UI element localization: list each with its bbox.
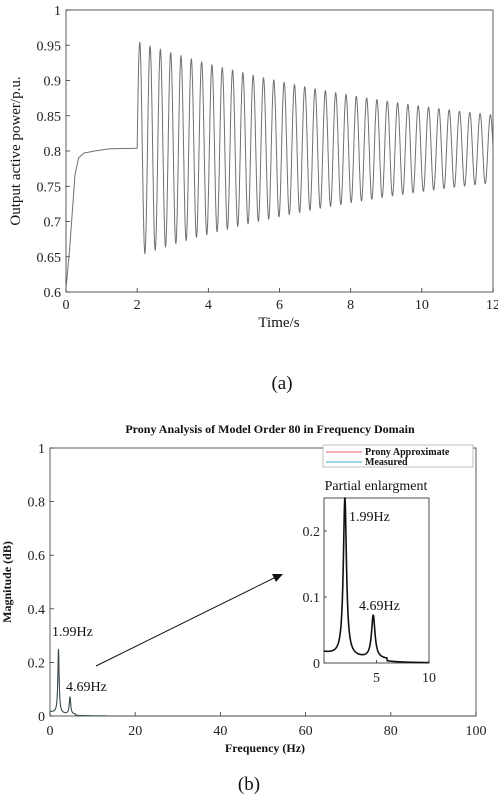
x-tick-label: 4: [205, 298, 212, 313]
inset-y-tick-label: 0: [313, 657, 320, 672]
chart-b-x-label: Frequency (Hz): [225, 741, 305, 755]
chart-b: Prony Analysis of Model Order 80 in Freq…: [0, 422, 487, 795]
chart-a: 0.60.650.70.750.80.850.90.951 0 2 4 6 8 10 12 …: [8, 4, 498, 394]
x-tick-label: 12: [486, 298, 498, 313]
x-tick-label: 80: [384, 724, 398, 739]
x-tick-label: 20: [128, 724, 142, 739]
chart-a-caption: (a): [271, 373, 292, 394]
y-tick-label: 0.85: [37, 110, 62, 125]
y-tick-label: 0.6: [44, 286, 62, 301]
x-tick-label: 6: [276, 298, 283, 313]
x-tick-label: 0: [47, 724, 54, 739]
x-tick-label: 40: [213, 724, 227, 739]
inset-y-tick-label: 0.1: [303, 591, 321, 606]
y-tick-label: 0.9: [44, 75, 62, 90]
inset-frame: [323, 497, 430, 664]
enlargement-arrow: [95, 574, 283, 667]
y-tick-label: 1: [54, 4, 61, 19]
chart-b-peak2-label: 4.69Hz: [66, 680, 107, 695]
chart-b-inset: Partial enlargment 0 0.1 0.2 5 10 1.99Hz 4.…: [303, 479, 437, 686]
inset-peak1-label: 1.99Hz: [349, 510, 390, 525]
y-tick-label: 0.8: [28, 496, 46, 511]
x-tick-label: 8: [347, 298, 354, 313]
chart-a-x-ticks: 0 2 4 6 8 10 12: [63, 288, 498, 313]
inset-y-ticks: 0 0.1 0.2: [303, 525, 327, 672]
x-tick-label: 10: [415, 298, 429, 313]
y-tick-label: 0.2: [28, 656, 46, 671]
chart-b-x-ticks: 0 20 40 60 80 100: [47, 712, 487, 739]
y-tick-label: 1: [38, 442, 45, 457]
chart-b-peak1-label: 1.99Hz: [52, 625, 93, 640]
chart-b-y-ticks: 0 0.2 0.4 0.6 0.8 1: [28, 442, 54, 725]
y-tick-label: 0.6: [28, 549, 46, 564]
chart-b-legend: Prony Approximate Measured: [322, 444, 474, 468]
chart-a-x-label: Time/s: [258, 315, 299, 331]
inset-y-tick-label: 0.2: [303, 525, 321, 540]
chart-b-caption: (b): [238, 774, 260, 795]
chart-a-y-ticks: 0.6 0.65 0.7 0.75 0.8 0.85 0.9 0.95 1: [37, 4, 70, 301]
x-tick-label: 2: [134, 298, 141, 313]
chart-a-frame: [65, 9, 494, 293]
inset-peak2-label: 4.69Hz: [359, 599, 400, 614]
y-tick-label: 0.75: [37, 180, 62, 195]
y-tick-label: 0.95: [37, 39, 62, 54]
y-tick-label: 0.7: [44, 216, 62, 231]
legend-measured-label: Measured: [365, 457, 408, 468]
legend-prony-label: Prony Approximate: [365, 447, 450, 458]
y-tick-label: 0.8: [44, 145, 62, 160]
inset-x-tick-label: 5: [373, 671, 380, 686]
chart-a-power-line: [65, 41, 494, 289]
chart-b-title: Prony Analysis of Model Order 80 in Freq…: [125, 422, 415, 436]
x-tick-label: 0: [63, 298, 70, 313]
y-tick-label: 0.4: [28, 603, 46, 618]
inset-spectrum-line: [323, 497, 430, 664]
x-tick-label: 60: [299, 724, 313, 739]
inset-x-tick-label: 10: [422, 671, 436, 686]
chart-b-y-label: Magnitude (dB): [0, 541, 14, 623]
y-tick-label: 0: [38, 710, 45, 725]
y-tick-label: 0.65: [37, 251, 62, 266]
chart-b-prony-line: [49, 649, 476, 717]
x-tick-label: 100: [466, 724, 487, 739]
inset-title: Partial enlargment: [325, 479, 428, 494]
chart-a-y-label: Output active power/p.u.: [8, 76, 24, 225]
